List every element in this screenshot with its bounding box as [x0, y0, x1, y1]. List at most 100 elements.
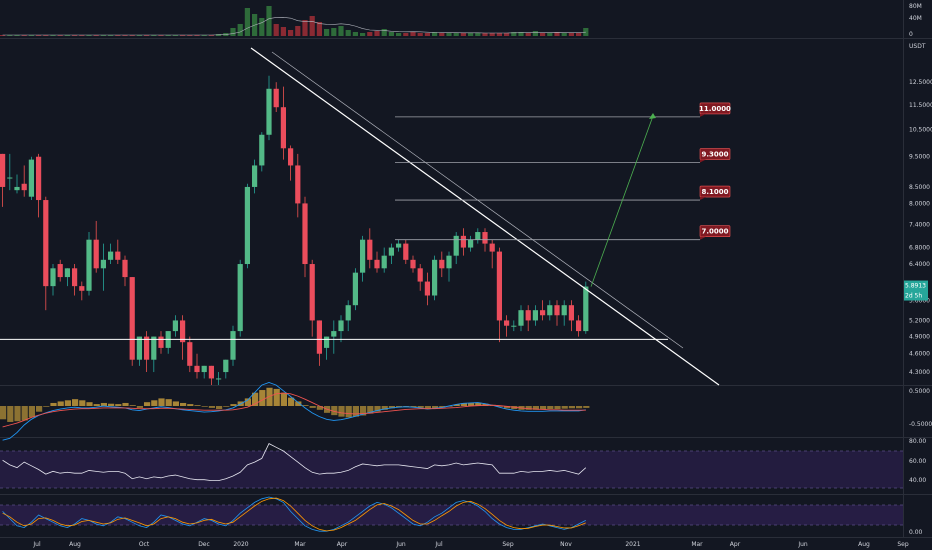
candle-body [489, 243, 495, 252]
candle-body [158, 336, 164, 348]
target-label-box [699, 225, 731, 237]
candle-body [108, 251, 114, 260]
macd-histogram-bar [180, 402, 187, 406]
candle-body [432, 259, 438, 296]
macd-histogram-bar [151, 400, 158, 406]
macd-histogram-bar [223, 406, 230, 407]
target-label-pointer [700, 113, 706, 117]
candle-body [93, 239, 99, 269]
time-tick-label: Dec [198, 541, 210, 548]
volume-bar [583, 28, 589, 36]
macd-signal-line [2, 392, 586, 428]
macd-histogram-bar [216, 406, 223, 410]
macd-line [2, 381, 586, 441]
candle-body [122, 259, 128, 278]
volume-tick-label: 80M [909, 3, 922, 10]
price-tick-label: 7.4000 [909, 222, 930, 229]
candle-body [417, 268, 423, 282]
target-label: 11.0000 [699, 105, 731, 113]
macd-tick-label: 0.5000 [909, 388, 930, 395]
volume-bar [273, 24, 279, 36]
volume-bar [50, 35, 56, 36]
volume-bar [280, 27, 286, 36]
volume-bar [151, 35, 157, 36]
candle-body [446, 255, 452, 269]
candle-body [194, 365, 200, 373]
macd-histogram-bar [172, 401, 179, 406]
macd-tick-label: -0.5000 [909, 421, 932, 428]
macd-histogram-bar [201, 406, 208, 407]
macd-histogram-bar [424, 406, 431, 410]
time-tick-label: Jul [434, 541, 443, 548]
price-tick-label: 5.2000 [909, 317, 930, 324]
candle-body [295, 165, 301, 204]
volume-bar [352, 32, 358, 36]
candle-body [331, 331, 337, 337]
macd-histogram-bar [57, 401, 64, 406]
volume-bar [547, 33, 553, 36]
volume-bar [403, 33, 409, 36]
candle-body [115, 251, 121, 260]
volume-bar [309, 16, 315, 36]
macd-histogram-bar [244, 398, 251, 406]
macd-histogram-bar [540, 406, 547, 410]
volume-bar [93, 35, 99, 36]
macd-histogram-bar [194, 405, 201, 406]
price-tick-label: 8.5000 [909, 184, 930, 191]
price-tick-label: 4.3000 [909, 369, 930, 376]
time-axis: Jul Aug Oct Dec 2020 Mar Apr Jun Jul Sep Nov 2021 Ma… [32, 541, 908, 548]
volume-bar [259, 18, 265, 36]
macd-histogram-bar [288, 397, 295, 406]
time-tick-label: Sep [502, 541, 514, 548]
candle-body [554, 305, 560, 316]
candle-body [374, 259, 380, 269]
volume-bar [360, 33, 366, 36]
current-price-label: 5.8913 [905, 283, 926, 290]
macd-axis: 0.5000 -0.5000 [909, 388, 932, 428]
macd-histogram-bar [532, 406, 539, 410]
macd-histogram-bar [345, 406, 352, 418]
volume-bar [266, 6, 272, 36]
volume-bar [201, 35, 207, 36]
macd-histogram-bar [266, 387, 273, 406]
candle-body [144, 336, 150, 360]
candle-body [172, 320, 178, 332]
candle-body [259, 134, 265, 166]
rsi-tick-label: 40.00 [909, 477, 926, 484]
target-label-box [699, 148, 731, 160]
macd-histogram [0, 387, 590, 422]
candle-body [64, 268, 70, 278]
volume-bar [302, 20, 308, 36]
candle-body [518, 310, 524, 326]
volume-bar [496, 33, 502, 36]
macd-histogram-bar [100, 402, 107, 406]
volume-bar [468, 33, 474, 36]
candle-body [187, 342, 193, 366]
volume-axis: 80M 40M 0 [909, 3, 922, 38]
candle-body [151, 336, 157, 360]
volume-bar [388, 32, 394, 36]
target-label: 9.3000 [701, 151, 728, 159]
rsi-axis: 80.00 60.00 40.00 [909, 438, 926, 484]
candle-body [79, 286, 85, 291]
candle-body [0, 153, 6, 187]
target-label-pointer [700, 197, 706, 201]
volume-bar [295, 26, 301, 36]
candle-body [302, 203, 308, 265]
candle-body [532, 310, 538, 321]
volume-bar [518, 32, 524, 36]
volume-bar [28, 35, 34, 36]
candle-body [273, 88, 279, 108]
time-tick-label: Jun [797, 541, 808, 548]
macd-histogram-bar [7, 406, 14, 422]
volume-bar [72, 35, 78, 36]
candle-body [86, 239, 92, 291]
macd-histogram-bar [381, 406, 388, 410]
target-label: 7.0000 [701, 228, 728, 236]
time-tick-label: Nov [560, 541, 572, 548]
macd-histogram-bar [165, 399, 172, 406]
stoch-k-line [2, 496, 586, 532]
volume-tick-label: 40M [909, 15, 922, 22]
